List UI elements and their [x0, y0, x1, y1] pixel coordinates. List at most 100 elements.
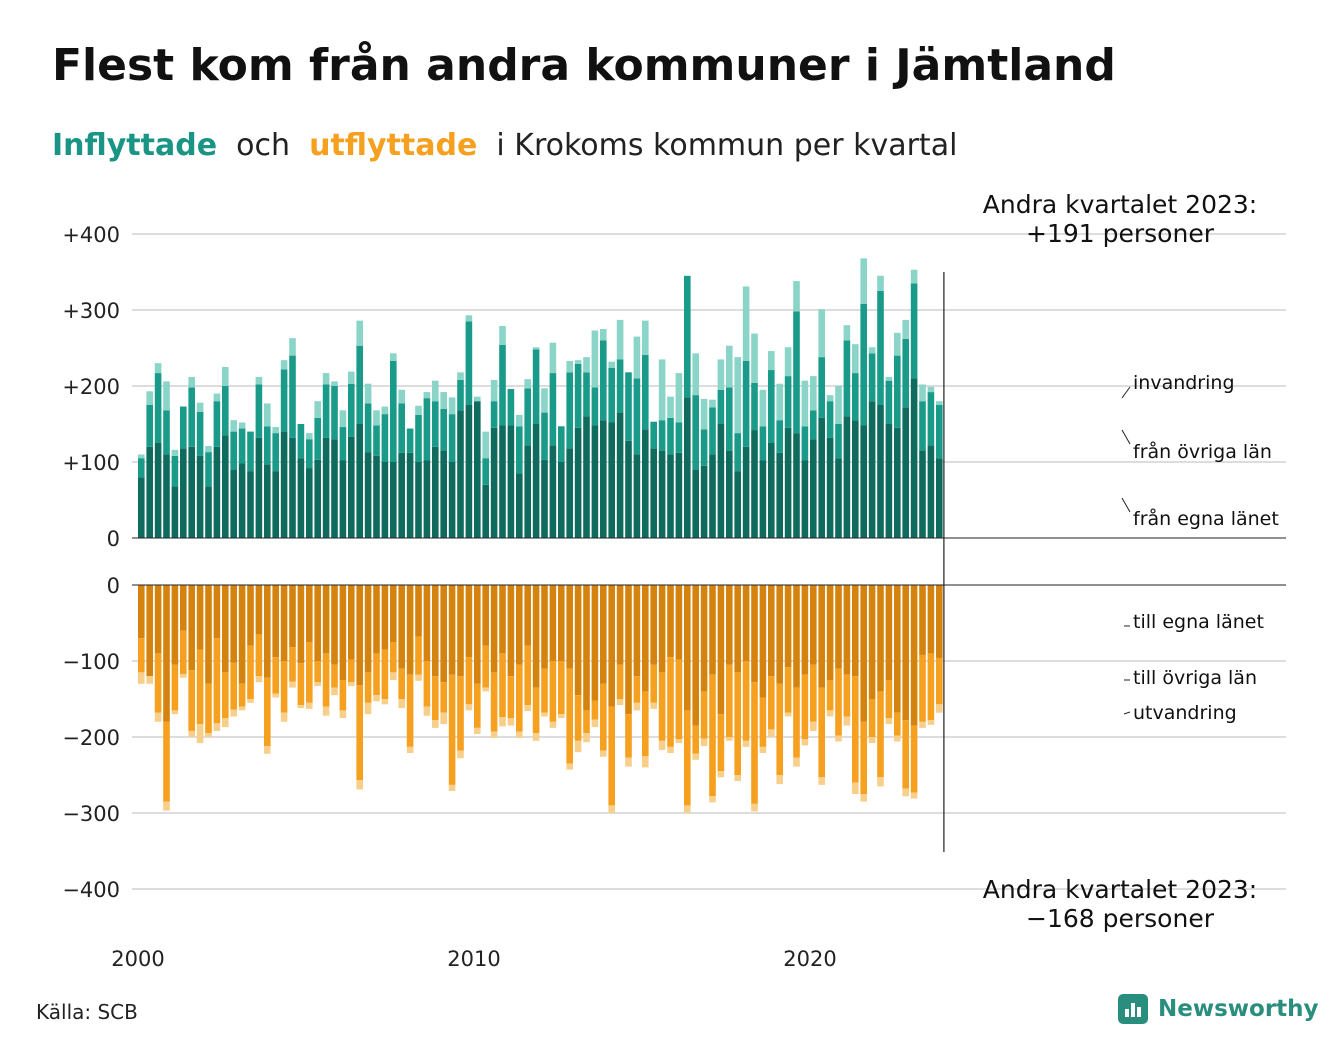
- inflow-bar-other-counties: [154, 373, 162, 443]
- outflow-bar-own-county: [776, 585, 783, 684]
- outflow-bar-own-county: [549, 585, 557, 661]
- inflow-bar-own-county: [289, 437, 296, 538]
- inflow-bar-immigration: [255, 376, 263, 385]
- outflow-bar-emigration: [364, 702, 372, 715]
- outflow-bar-emigration: [810, 721, 817, 731]
- outflow-bar-own-county: [734, 585, 741, 673]
- inflow-bar-own-county: [826, 437, 834, 538]
- annotation-inflow: +191 personer: [1026, 219, 1215, 248]
- inflow-bar-own-county: [868, 401, 876, 538]
- x-tick-label: 2000: [111, 947, 164, 971]
- outflow-bar-other-counties: [759, 697, 767, 747]
- y-tick-label-top: +200: [62, 375, 120, 399]
- outflow-bar-emigration: [423, 706, 431, 716]
- inflow-bar-own-county: [650, 448, 657, 538]
- outflow-bar-emigration: [717, 771, 725, 778]
- outflow-bar-other-counties: [348, 659, 355, 683]
- inflow-bar-immigration: [524, 379, 531, 389]
- outflow-bar-emigration: [751, 803, 758, 812]
- inflow-bar-other-counties: [180, 406, 187, 449]
- outflow-bar-emigration: [860, 794, 867, 802]
- outflow-bar-emigration: [919, 721, 926, 728]
- legend-label-outflow: till egna länet: [1133, 611, 1264, 633]
- outflow-bar-own-county: [768, 585, 775, 677]
- outflow-bar-other-counties: [818, 687, 825, 778]
- inflow-bar-own-county: [734, 471, 741, 538]
- outflow-bar-emigration: [902, 788, 909, 797]
- outflow-bar-other-counties: [457, 676, 464, 751]
- inflow-bar-immigration: [784, 347, 792, 377]
- inflow-bar-other-counties: [465, 321, 473, 405]
- annotation-outflow: −168 personer: [1026, 904, 1215, 933]
- outflow-bar-other-counties: [171, 664, 179, 711]
- outflow-bar-own-county: [751, 585, 758, 683]
- outflow-bar-own-county: [936, 585, 943, 658]
- inflow-bar-own-county: [776, 452, 783, 538]
- outflow-bar-other-counties: [667, 657, 674, 747]
- outflow-bar-own-county: [264, 585, 271, 678]
- outflow-bar-own-county: [868, 585, 876, 699]
- inflow-bar-own-county: [465, 405, 473, 538]
- outflow-bar-other-counties: [541, 668, 548, 713]
- inflow-bar-immigration: [642, 320, 649, 355]
- inflow-bar-other-counties: [793, 311, 800, 434]
- inflow-bar-other-counties: [600, 340, 607, 421]
- inflow-bar-other-counties: [608, 367, 615, 423]
- inflow-bar-own-county: [390, 462, 397, 538]
- inflow-bar-immigration: [188, 376, 195, 388]
- outflow-bar-emigration: [936, 704, 943, 713]
- outflow-bar-own-county: [902, 585, 909, 721]
- inflow-bar-own-county: [482, 484, 489, 538]
- inflow-bar-immigration: [868, 347, 876, 354]
- inflow-bar-immigration: [465, 315, 473, 322]
- outflow-bar-emigration: [255, 676, 263, 683]
- inflow-bar-own-county: [810, 439, 817, 538]
- outflow-bar-own-county: [860, 585, 867, 722]
- outflow-bar-own-county: [667, 585, 674, 658]
- outflow-bar-other-counties: [314, 661, 321, 683]
- inflow-bar-other-counties: [230, 431, 237, 470]
- outflow-bar-own-county: [482, 585, 489, 646]
- inflow-bar-immigration: [768, 351, 775, 371]
- inflow-bar-immigration: [742, 286, 750, 361]
- inflow-bar-other-counties: [264, 426, 271, 465]
- legend-label-outflow: utvandring: [1133, 702, 1237, 724]
- outflow-bar-other-counties: [600, 683, 607, 751]
- outflow-bar-own-county: [222, 585, 229, 673]
- outflow-bar-emigration: [398, 699, 405, 709]
- inflow-bar-other-counties: [717, 389, 725, 424]
- inflow-bar-immigration: [801, 380, 809, 427]
- outflow-bar-emigration: [843, 716, 851, 726]
- inflow-bar-own-county: [642, 429, 649, 538]
- inflow-bar-other-counties: [406, 428, 414, 453]
- inflow-bar-own-county: [238, 463, 246, 538]
- outflow-bar-emigration: [390, 672, 397, 680]
- inflow-bar-immigration: [516, 414, 523, 427]
- outflow-bar-emigration: [297, 705, 305, 709]
- inflow-bar-other-counties: [625, 372, 632, 441]
- inflow-bar-immigration: [490, 379, 498, 402]
- inflow-bar-other-counties: [205, 452, 212, 487]
- outflow-bar-other-counties: [230, 662, 237, 710]
- outflow-bar-emigration: [600, 750, 607, 757]
- outflow-bar-other-counties: [936, 657, 943, 705]
- inflow-bar-immigration: [927, 386, 935, 393]
- inflow-bar-own-county: [331, 439, 338, 538]
- outflow-bar-own-county: [717, 585, 725, 715]
- outflow-bar-own-county: [356, 585, 363, 686]
- inflow-bar-own-county: [667, 454, 674, 538]
- outflow-bar-emigration: [331, 687, 338, 696]
- inflow-bar-immigration: [348, 371, 355, 384]
- outflow-bar-other-counties: [650, 664, 657, 703]
- outflow-bar-own-county: [583, 585, 590, 711]
- outflow-bar-own-county: [600, 585, 607, 684]
- inflow-bar-own-county: [709, 454, 716, 538]
- inflow-bar-own-county: [516, 473, 523, 538]
- inflow-bar-other-counties: [314, 417, 321, 460]
- outflow-bar-emigration: [440, 712, 447, 725]
- outflow-bar-emigration: [801, 739, 809, 746]
- outflow-bar-emigration: [835, 735, 842, 742]
- inflow-bar-other-counties: [171, 455, 179, 487]
- inflow-bar-other-counties: [558, 426, 565, 462]
